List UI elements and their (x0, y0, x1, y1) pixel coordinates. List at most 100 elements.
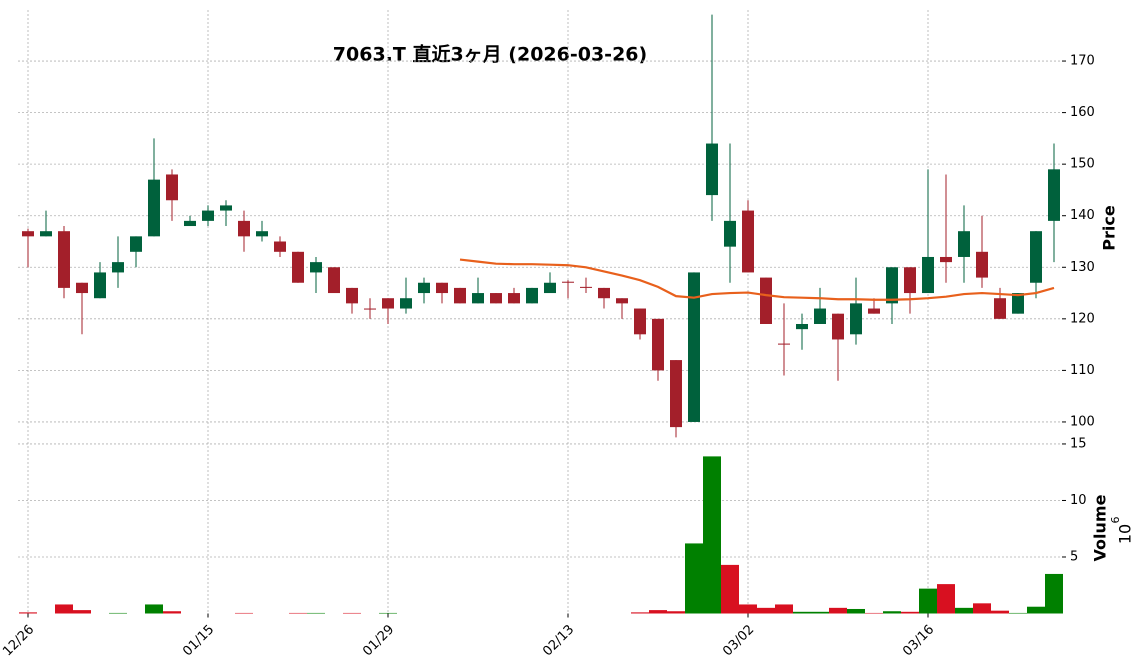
candle-body (292, 251, 304, 283)
y-tick-label: 100 (1070, 414, 1095, 429)
candle-body (706, 143, 718, 196)
volume-bar (685, 543, 703, 614)
volume-scale: 10 (1116, 524, 1135, 544)
candle-body (832, 313, 844, 340)
volume-scale-exponent: 6 (1109, 517, 1122, 524)
candle-body (76, 282, 88, 294)
volume-bar (307, 612, 325, 614)
candle-body (526, 287, 538, 304)
candle-body (652, 318, 664, 371)
candle-body (760, 277, 772, 324)
candle-body (580, 286, 592, 288)
volume-bar (55, 604, 73, 614)
y-tick-label: 130 (1070, 260, 1095, 275)
candle-body (778, 343, 790, 345)
volume-bar (1045, 573, 1063, 614)
candle-body (616, 298, 628, 304)
candle-body (418, 282, 430, 294)
volume-bar (829, 607, 847, 614)
candle-body (634, 308, 646, 335)
volume-bar (703, 456, 721, 614)
volume-bar (973, 603, 991, 614)
y-tick-label: 150 (1070, 157, 1095, 172)
candle-body (1012, 293, 1024, 314)
volume-bar (109, 612, 127, 614)
volume-bar (1027, 606, 1045, 614)
y-tick-label: 140 (1070, 208, 1095, 223)
volume-bar (937, 584, 955, 614)
candle-body (238, 220, 250, 237)
candle-body (400, 298, 412, 309)
candle-body (724, 220, 736, 247)
x-tick-label: 03/02 (720, 622, 757, 659)
candle-body (58, 231, 70, 288)
volume-bar (883, 611, 901, 614)
candle-body (166, 174, 178, 201)
volume-bar (163, 611, 181, 614)
candle-body (94, 272, 106, 299)
candle-body (274, 241, 286, 252)
volume-tick-label: 5 (1070, 549, 1078, 564)
volume-tick-label: 15 (1070, 436, 1087, 451)
candle-body (454, 287, 466, 304)
y-tick-label: 110 (1070, 363, 1095, 378)
candle-body (202, 210, 214, 221)
candle-body (22, 231, 34, 237)
volume-bar (73, 610, 91, 614)
volume-axis-label: Volume (1091, 494, 1110, 561)
y-axis-label: Price (1100, 205, 1119, 251)
candle-body (436, 282, 448, 294)
candle-body (544, 282, 556, 294)
candle-body (364, 308, 376, 310)
candle-body (922, 256, 934, 294)
y-tick-label: 160 (1070, 105, 1095, 120)
candle-body (256, 231, 268, 237)
candle-body (220, 205, 232, 211)
volume-bar (847, 608, 865, 614)
volume-bar (739, 604, 757, 614)
x-tick-label: 12/26 (0, 622, 37, 659)
volume-bar (991, 610, 1009, 614)
volume-bar (631, 612, 649, 614)
candle-body (184, 220, 196, 227)
candle-body (796, 323, 808, 330)
x-tick-label: 02/13 (540, 622, 577, 659)
candle-body (112, 262, 124, 273)
y-tick-label: 170 (1070, 54, 1095, 69)
candle-body (1030, 231, 1042, 283)
candle-body (742, 210, 754, 273)
candle-body (598, 287, 610, 299)
volume-bar (811, 611, 829, 614)
candle-body (886, 267, 898, 304)
candle-body (976, 251, 988, 278)
volume-bar (667, 611, 685, 614)
x-tick-label: 01/15 (180, 622, 217, 659)
volume-bar (145, 604, 163, 614)
volume-bar (343, 612, 361, 614)
candle-body (904, 267, 916, 294)
candle-body (958, 231, 970, 257)
volume-bar (865, 612, 883, 614)
candle-body (346, 287, 358, 304)
volume-bar (793, 611, 811, 614)
candle-body (508, 293, 520, 304)
candle-body (562, 281, 574, 283)
chart-title: 7063.T 直近3ヶ月 (2026-03-26) (333, 43, 647, 66)
volume-bar (379, 612, 397, 614)
volume-tick-label: 10 (1070, 493, 1087, 508)
candle-body (40, 231, 52, 237)
candle-body (850, 303, 862, 335)
candle-body (472, 293, 484, 304)
candle-body (940, 256, 952, 263)
volume-bar (757, 607, 775, 614)
candle-body (814, 308, 826, 324)
volume-bar (289, 612, 307, 614)
volume-bar (901, 611, 919, 614)
volume-bar (1009, 612, 1027, 614)
candle-body (994, 298, 1006, 319)
x-tick-label: 01/29 (360, 622, 397, 659)
y-tick-label: 120 (1070, 311, 1095, 326)
volume-bar (649, 610, 667, 614)
candle-body (688, 272, 700, 422)
candle-body (490, 293, 502, 304)
